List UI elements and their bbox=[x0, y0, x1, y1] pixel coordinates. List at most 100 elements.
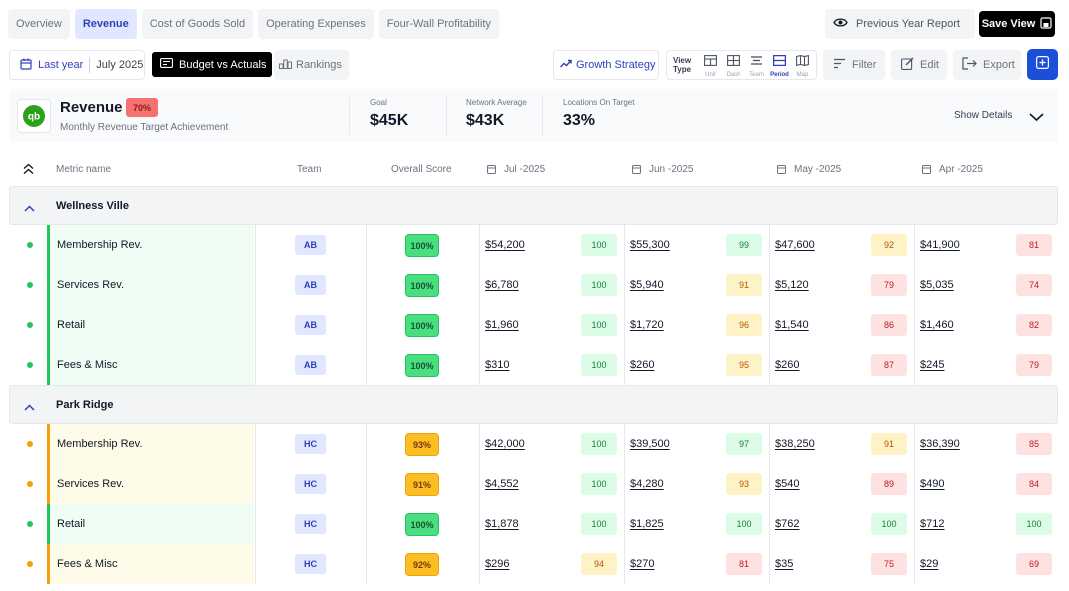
actual-amount-link[interactable]: $35 bbox=[775, 558, 794, 570]
tab-four-wall-profitability[interactable]: Four-Wall Profitability bbox=[378, 9, 499, 39]
metric-name: Membership Rev. bbox=[47, 424, 254, 464]
rankings-button[interactable]: Rankings bbox=[274, 50, 349, 80]
view-option-team[interactable]: Team bbox=[745, 53, 768, 78]
team-badge[interactable]: HC bbox=[295, 554, 326, 574]
actual-amount-link[interactable]: $4,280 bbox=[630, 478, 664, 490]
period-icon bbox=[772, 53, 787, 71]
team-badge[interactable]: AB bbox=[295, 315, 326, 335]
actual-amount-link[interactable]: $5,120 bbox=[775, 279, 809, 291]
actual-amount-link[interactable]: $712 bbox=[920, 518, 945, 530]
actual-amount-link[interactable]: $1,460 bbox=[920, 319, 954, 331]
actual-amount-link[interactable]: $47,600 bbox=[775, 239, 815, 251]
actual-amount-link[interactable]: $39,500 bbox=[630, 438, 670, 450]
team-badge[interactable]: AB bbox=[295, 355, 326, 375]
status-dot bbox=[27, 282, 33, 288]
tab-revenue[interactable]: Revenue bbox=[74, 9, 137, 39]
kpi-network-average-value: $43K bbox=[466, 112, 505, 129]
filter-button[interactable]: Filter bbox=[823, 50, 885, 80]
view-option-dash[interactable]: Dash bbox=[722, 53, 745, 78]
actual-amount-link[interactable]: $296 bbox=[485, 558, 510, 570]
metric-name: Retail bbox=[47, 305, 254, 345]
table-row[interactable]: Membership Rev. AB 100% $54,200 100 $55,300 99… bbox=[9, 225, 1058, 265]
kpi-locations-on-target-label: Locations On Target bbox=[563, 98, 635, 107]
view-option-map[interactable]: Map bbox=[791, 53, 814, 78]
view-type-selector: View Type Unit Dash Team Period Map bbox=[666, 50, 817, 80]
score-badge: 75 bbox=[871, 553, 907, 575]
actual-amount-link[interactable]: $260 bbox=[630, 359, 655, 371]
group-row[interactable]: Park Ridge bbox=[9, 385, 1058, 424]
table-row[interactable]: Retail AB 100% $1,960 100 $1,720 96 $1,540 86 $1,… bbox=[9, 305, 1058, 345]
actual-amount-link[interactable]: $5,940 bbox=[630, 279, 664, 291]
team-badge[interactable]: HC bbox=[295, 474, 326, 494]
actual-amount-link[interactable]: $38,250 bbox=[775, 438, 815, 450]
actual-amount-link[interactable]: $1,720 bbox=[630, 319, 664, 331]
column-month-apr: Apr -2025 bbox=[922, 152, 983, 186]
actual-amount-link[interactable]: $245 bbox=[920, 359, 945, 371]
export-button[interactable]: Export bbox=[953, 50, 1021, 80]
tab-operating-expenses[interactable]: Operating Expenses bbox=[258, 9, 374, 39]
chevron-up-icon[interactable] bbox=[24, 199, 35, 217]
actual-amount-link[interactable]: $4,552 bbox=[485, 478, 519, 490]
calendar-icon bbox=[777, 165, 786, 174]
table-row[interactable]: Services Rev. AB 100% $6,780 100 $5,940 91 $5,1… bbox=[9, 265, 1058, 305]
actual-amount-link[interactable]: $36,390 bbox=[920, 438, 960, 450]
score-badge: 86 bbox=[871, 314, 907, 336]
view-option-period[interactable]: Period bbox=[768, 53, 791, 78]
edit-button[interactable]: Edit bbox=[891, 50, 947, 80]
actual-amount-link[interactable]: $540 bbox=[775, 478, 800, 490]
kpi-locations-on-target: Locations On Target 33% bbox=[563, 98, 634, 130]
collapse-all-icon[interactable] bbox=[23, 152, 34, 186]
tab-cost-of-goods-sold[interactable]: Cost of Goods Sold bbox=[141, 9, 254, 39]
actual-amount-link[interactable]: $41,900 bbox=[920, 239, 960, 251]
overall-score-badge: 100% bbox=[405, 234, 439, 257]
actual-amount-link[interactable]: $29 bbox=[920, 558, 939, 570]
add-button[interactable] bbox=[1027, 49, 1058, 80]
group-row[interactable]: Wellness Ville bbox=[9, 186, 1058, 225]
tab-overview[interactable]: Overview bbox=[8, 9, 70, 39]
table-row[interactable]: Membership Rev. HC 93% $42,000 100 $39,500 97 $… bbox=[9, 424, 1058, 464]
chevron-up-icon[interactable] bbox=[24, 398, 35, 416]
show-details-button[interactable]: Show Details bbox=[954, 110, 1013, 121]
team-badge[interactable]: AB bbox=[295, 275, 326, 295]
actual-amount-link[interactable]: $310 bbox=[485, 359, 510, 371]
actual-amount-link[interactable]: $6,780 bbox=[485, 279, 519, 291]
table-row[interactable]: Retail HC 100% $1,878 100 $1,825 100 $762 100 $71… bbox=[9, 504, 1058, 544]
chevron-down-icon[interactable] bbox=[1029, 109, 1044, 127]
trend-up-icon bbox=[560, 59, 572, 71]
actual-amount-link[interactable]: $5,035 bbox=[920, 279, 954, 291]
edit-icon bbox=[901, 57, 914, 73]
metric-name: Fees & Misc bbox=[47, 345, 254, 385]
view-option-dash-label: Dash bbox=[726, 71, 741, 78]
budget-vs-actuals-button[interactable]: Budget vs Actuals bbox=[152, 52, 272, 77]
column-divider bbox=[366, 424, 367, 584]
table-row[interactable]: Fees & Misc HC 92% $296 94 $270 81 $35 75 $29 69 bbox=[9, 544, 1058, 584]
actual-amount-link[interactable]: $1,825 bbox=[630, 518, 664, 530]
overall-score-badge: 92% bbox=[405, 553, 439, 576]
edit-label: Edit bbox=[920, 59, 939, 71]
calendar-icon bbox=[632, 165, 641, 174]
team-badge[interactable]: AB bbox=[295, 235, 326, 255]
actual-amount-link[interactable]: $260 bbox=[775, 359, 800, 371]
actual-amount-link[interactable]: $762 bbox=[775, 518, 800, 530]
actual-amount-link[interactable]: $42,000 bbox=[485, 438, 525, 450]
date-range-picker[interactable]: Last year July 2025 bbox=[9, 50, 145, 80]
actual-amount-link[interactable]: $270 bbox=[630, 558, 655, 570]
actual-amount-link[interactable]: $1,960 bbox=[485, 319, 519, 331]
achievement-badge: 70% bbox=[126, 98, 158, 117]
previous-year-report-button[interactable]: Previous Year Report bbox=[825, 9, 975, 39]
actual-amount-link[interactable]: $54,200 bbox=[485, 239, 525, 251]
view-option-period-label: Period bbox=[770, 71, 789, 78]
status-dot bbox=[27, 481, 33, 487]
team-badge[interactable]: HC bbox=[295, 514, 326, 534]
actual-amount-link[interactable]: $1,878 bbox=[485, 518, 519, 530]
kpi-divider bbox=[446, 97, 447, 135]
growth-strategy-button[interactable]: Growth Strategy bbox=[553, 50, 659, 80]
actual-amount-link[interactable]: $1,540 bbox=[775, 319, 809, 331]
actual-amount-link[interactable]: $55,300 bbox=[630, 239, 670, 251]
save-view-button[interactable]: Save View bbox=[979, 11, 1055, 37]
table-row[interactable]: Fees & Misc AB 100% $310 100 $260 95 $260 87 $245… bbox=[9, 345, 1058, 385]
view-option-unit[interactable]: Unit bbox=[699, 53, 722, 78]
team-badge[interactable]: HC bbox=[295, 434, 326, 454]
table-row[interactable]: Services Rev. HC 91% $4,552 100 $4,280 93 $540 8… bbox=[9, 464, 1058, 504]
actual-amount-link[interactable]: $490 bbox=[920, 478, 945, 490]
